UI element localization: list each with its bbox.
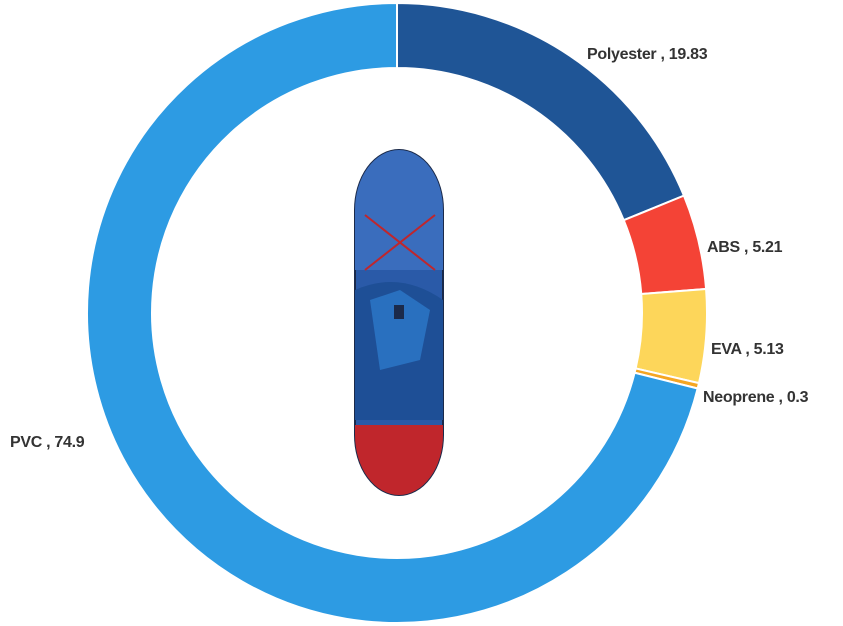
data-label: PVC , 74.9: [10, 434, 85, 451]
page: {"chart_data": {"type": "donut", "catego…: [0, 0, 843, 626]
wedge: EVA: [636, 289, 707, 383]
chart: PolyesterABSEVANeoprenePVC Polyester , 1…: [0, 0, 843, 626]
data-label: Polyester , 19.83: [587, 46, 708, 63]
paddle-board-image: [355, 150, 443, 495]
data-label: ABS , 5.21: [707, 239, 783, 256]
data-label: EVA , 5.13: [711, 341, 784, 358]
data-label: Neoprene , 0.3: [703, 389, 809, 406]
